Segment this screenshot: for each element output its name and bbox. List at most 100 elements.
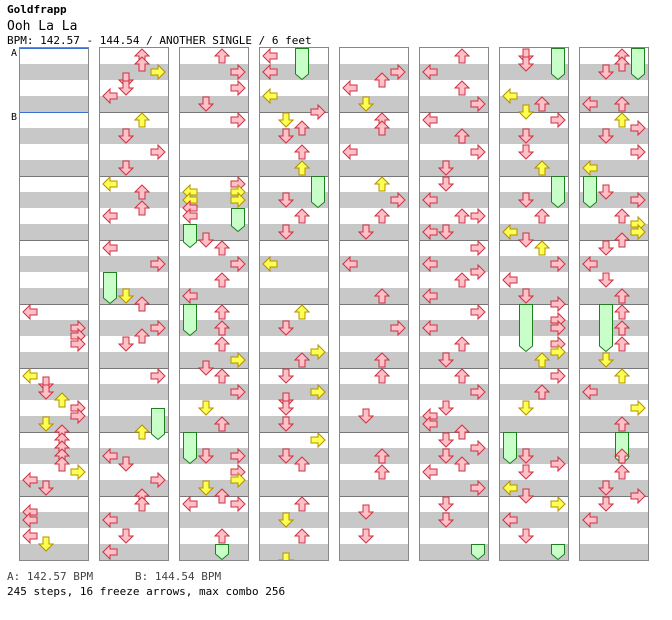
beat-band bbox=[20, 128, 88, 144]
measure-line bbox=[180, 176, 248, 177]
beat-band bbox=[100, 480, 168, 496]
step-arrow-down bbox=[597, 184, 615, 200]
measure-line bbox=[420, 240, 488, 241]
beat-band bbox=[340, 448, 408, 464]
beat-band bbox=[180, 288, 248, 304]
step-arrow-down bbox=[277, 368, 295, 384]
freeze-arrow-up bbox=[295, 48, 309, 81]
beat-band bbox=[420, 480, 488, 496]
freeze-arrow-left bbox=[183, 304, 197, 337]
beat-band bbox=[340, 192, 408, 208]
beat-band bbox=[580, 160, 648, 176]
step-arrow-down bbox=[277, 448, 295, 464]
artist-name: Goldfrapp bbox=[7, 3, 67, 16]
step-arrow-down bbox=[197, 448, 215, 464]
step-arrow-up bbox=[133, 56, 151, 72]
beat-band bbox=[340, 64, 408, 80]
step-arrow-up bbox=[213, 368, 231, 384]
measure-line bbox=[580, 112, 648, 113]
step-arrow-down bbox=[117, 336, 135, 352]
step-arrow-up bbox=[613, 320, 631, 336]
beat-band bbox=[20, 384, 88, 400]
step-arrow-right-eighth bbox=[630, 399, 646, 417]
beat-band bbox=[180, 352, 248, 368]
legend-bpm-a: A: 142.57 BPM bbox=[7, 570, 94, 583]
beat-band bbox=[180, 256, 248, 272]
step-arrow-up bbox=[613, 96, 631, 112]
beat-band bbox=[580, 480, 648, 496]
beat-band bbox=[180, 64, 248, 80]
beat-band bbox=[180, 96, 248, 112]
step-arrow-down bbox=[117, 128, 135, 144]
step-arrow-down bbox=[517, 128, 535, 144]
step-arrow-left bbox=[22, 303, 38, 321]
step-arrow-up-eighth bbox=[533, 240, 551, 256]
freeze-arrow-left bbox=[183, 432, 197, 465]
measure-line bbox=[420, 112, 488, 113]
beat-band bbox=[580, 448, 648, 464]
beat-band bbox=[100, 128, 168, 144]
step-arrow-up bbox=[533, 96, 551, 112]
step-arrow-left bbox=[582, 511, 598, 529]
step-arrow-down bbox=[597, 64, 615, 80]
beat-band bbox=[340, 480, 408, 496]
measure-line bbox=[500, 368, 568, 369]
measure-line bbox=[20, 368, 88, 369]
measure-line bbox=[260, 496, 328, 497]
step-arrow-right bbox=[630, 119, 646, 137]
beat-band bbox=[580, 512, 648, 528]
step-arrow-down bbox=[517, 232, 535, 248]
step-arrow-left bbox=[422, 319, 438, 337]
step-arrow-right bbox=[230, 447, 246, 465]
beat-band bbox=[180, 192, 248, 208]
step-arrow-right bbox=[630, 487, 646, 505]
step-arrow-up bbox=[213, 528, 231, 544]
step-arrow-right-eighth bbox=[230, 351, 246, 369]
freeze-arrow-right bbox=[551, 176, 565, 209]
beat-band bbox=[260, 512, 328, 528]
step-arrow-down-eighth bbox=[37, 416, 55, 432]
step-arrow-up-eighth bbox=[533, 160, 551, 176]
step-arrow-down bbox=[517, 464, 535, 480]
step-arrow-down-eighth bbox=[197, 400, 215, 416]
step-arrow-down bbox=[357, 504, 375, 520]
step-arrow-right bbox=[70, 335, 86, 353]
step-arrow-right bbox=[390, 63, 406, 81]
freeze-arrow-right bbox=[631, 48, 645, 81]
step-arrow-right bbox=[230, 111, 246, 129]
step-arrow-down bbox=[197, 96, 215, 112]
step-arrow-right bbox=[470, 207, 486, 225]
step-arrow-right bbox=[150, 367, 166, 385]
step-arrow-up-eighth bbox=[373, 176, 391, 192]
beat-band bbox=[100, 320, 168, 336]
measure-line bbox=[420, 304, 488, 305]
legend-bpm-b: B: 144.54 BPM bbox=[135, 570, 222, 583]
measure-line bbox=[500, 496, 568, 497]
measure-line bbox=[500, 176, 568, 177]
step-arrow-up bbox=[213, 336, 231, 352]
beat-band bbox=[340, 416, 408, 432]
step-arrow-up bbox=[613, 56, 631, 72]
beat-band bbox=[420, 256, 488, 272]
measure-line bbox=[180, 304, 248, 305]
measure-line bbox=[580, 304, 648, 305]
step-arrow-up bbox=[373, 368, 391, 384]
step-arrow-down bbox=[517, 528, 535, 544]
step-arrow-right bbox=[150, 319, 166, 337]
beat-band bbox=[260, 448, 328, 464]
measure-line bbox=[340, 304, 408, 305]
step-arrow-left-eighth bbox=[502, 479, 518, 497]
beat-band bbox=[580, 96, 648, 112]
beat-band bbox=[100, 224, 168, 240]
step-arrow-up bbox=[613, 232, 631, 248]
step-arrow-up bbox=[133, 496, 151, 512]
step-arrow-up bbox=[613, 336, 631, 352]
beat-band bbox=[260, 288, 328, 304]
step-arrow-right bbox=[230, 383, 246, 401]
step-arrow-right-eighth bbox=[150, 63, 166, 81]
beat-band bbox=[20, 416, 88, 432]
measure-line bbox=[340, 112, 408, 113]
beat-band bbox=[340, 320, 408, 336]
step-arrow-up bbox=[293, 144, 311, 160]
beat-band bbox=[500, 448, 568, 464]
